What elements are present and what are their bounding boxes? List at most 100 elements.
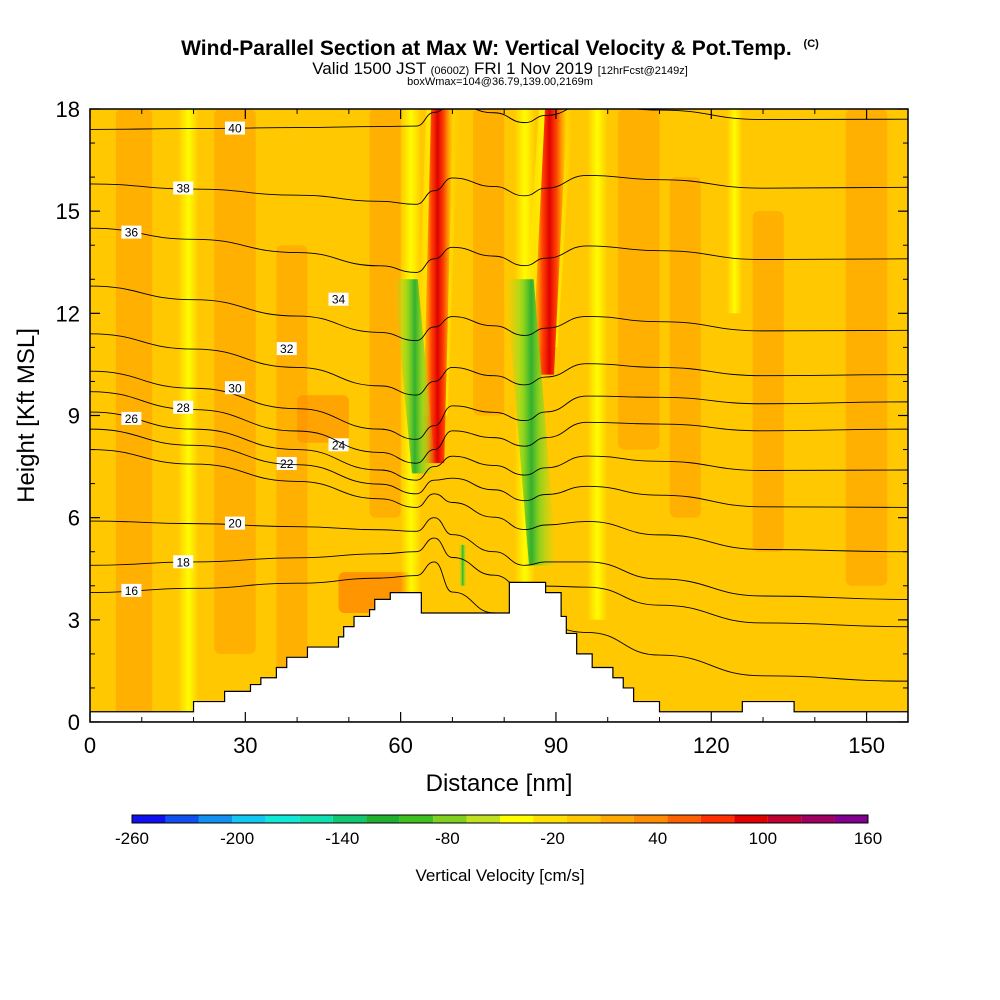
x-tick-label: 60 [388,733,412,758]
contour-label: 40 [228,122,242,136]
colorbar-swatch [232,815,266,823]
contour-label-bg [173,400,194,414]
title-mark: (C) [803,38,819,50]
x-tick-label: 0 [84,733,96,758]
x-tick-label: 120 [693,733,730,758]
terrain-profile [90,581,908,722]
theta-contour-30 [90,370,908,440]
contour-label: 34 [332,293,346,307]
valid-utc-time: (0600Z) [430,65,470,77]
contour-label-bg [276,457,297,471]
contour-label: 32 [280,342,294,356]
updraft-core [532,109,567,375]
downdraft-core [505,279,558,566]
ascent-region [369,109,401,518]
contour-label-bg [121,411,142,425]
weak-descent-region [587,109,608,620]
contour-label-bg [224,121,245,135]
contour-label-bg [173,555,194,569]
contour-label-bg [121,583,142,597]
colorbar-swatch [566,815,601,823]
colorbar-swatch [466,815,500,823]
contour-label: 26 [125,412,139,426]
ascent-region [845,109,888,586]
y-tick-label: 0 [68,710,80,735]
title-text: Wind-Parallel Section at Max W: Vertical… [181,37,792,60]
colorbar-swatch [198,815,233,823]
y-tick-label: 18 [56,97,80,122]
theta-contour-34 [90,285,908,342]
contour-label: 36 [125,226,139,240]
colorbar-swatch [332,815,367,823]
theta-contour-22 [90,449,908,553]
y-axis-label: Height [Kft MSL] [13,328,40,503]
ascent-region [618,109,660,450]
colorbar-swatch [399,815,434,823]
theta-contour-26 [90,411,908,481]
x-tick-label: 90 [544,733,568,758]
y-tick-label: 9 [68,404,80,429]
contour-label-bg [276,342,297,356]
y-tick-label: 15 [56,199,80,224]
colorbar-swatch [500,815,534,823]
ascent-region [752,211,784,552]
colorbar-swatch [533,815,567,823]
colorbar-swatch [132,815,166,823]
contour-label-bg [173,181,194,195]
colorbar-tick-label: -20 [540,829,565,848]
contour-label-bg [224,516,245,530]
theta-contour-20 [90,517,908,600]
updraft-core [422,109,454,464]
contour-label: 30 [228,381,242,395]
colorbar-swatch [667,815,701,823]
ascent-region [669,177,701,518]
downdraft-core [393,279,436,474]
forecast-info: [12hrFcst@2149z] [597,65,688,77]
theta-contour-28 [90,391,908,464]
chart-title: Wind-Parallel Section at Max W: Vertical… [0,37,1000,61]
contour-label-bg [224,381,245,395]
theta-contour-38 [90,174,908,205]
downdraft-core [458,544,467,586]
contour-label: 24 [332,438,346,452]
colorbar-swatch [165,815,199,823]
x-axis-label: Distance [nm] [426,770,573,797]
contour-label: 18 [177,555,191,569]
colorbar-tick-label: 160 [854,829,882,848]
contour-label-bg [121,225,142,239]
theta-contour-36 [90,227,908,273]
valid-local-time: Valid 1500 JST [312,59,426,78]
theta-contour-18 [90,537,908,628]
x-tick-label: 150 [848,733,885,758]
colorbar-swatch [700,815,735,823]
box-wmax-line: boxWmax=104@36.79,139.00,2169m [407,76,593,88]
colorbar-swatch [600,815,634,823]
contour-label: 38 [177,182,191,196]
colorbar-swatch [834,815,868,823]
valid-date: FRI 1 Nov 2019 [473,59,593,78]
ascent-region [297,395,349,443]
colorbar-label: Vertical Velocity [cm/s] [415,866,584,885]
colorbar-tick-label: -80 [435,829,460,848]
contour-label-bg [328,438,349,452]
x-tick-label: 30 [233,733,257,758]
contour-label: 28 [177,401,191,415]
colorbar-tick-label: -260 [115,829,149,848]
theta-contour-16 [90,561,908,682]
colorbar-tick-label: -140 [325,829,359,848]
contour-label-bg [328,292,349,306]
y-tick-label: 6 [68,506,80,531]
colorbar-swatch [767,815,802,823]
weak-descent-region [178,109,199,722]
contour-label: 16 [125,584,139,598]
colorbar-tick-label: 100 [749,829,777,848]
colorbar-swatch [299,815,333,823]
weak-descent-region [726,109,743,314]
y-tick-label: 12 [56,301,80,326]
y-tick-label: 3 [68,608,80,633]
theta-contour-32 [90,333,908,396]
ascent-region [473,109,505,416]
contour-label: 20 [228,517,242,531]
